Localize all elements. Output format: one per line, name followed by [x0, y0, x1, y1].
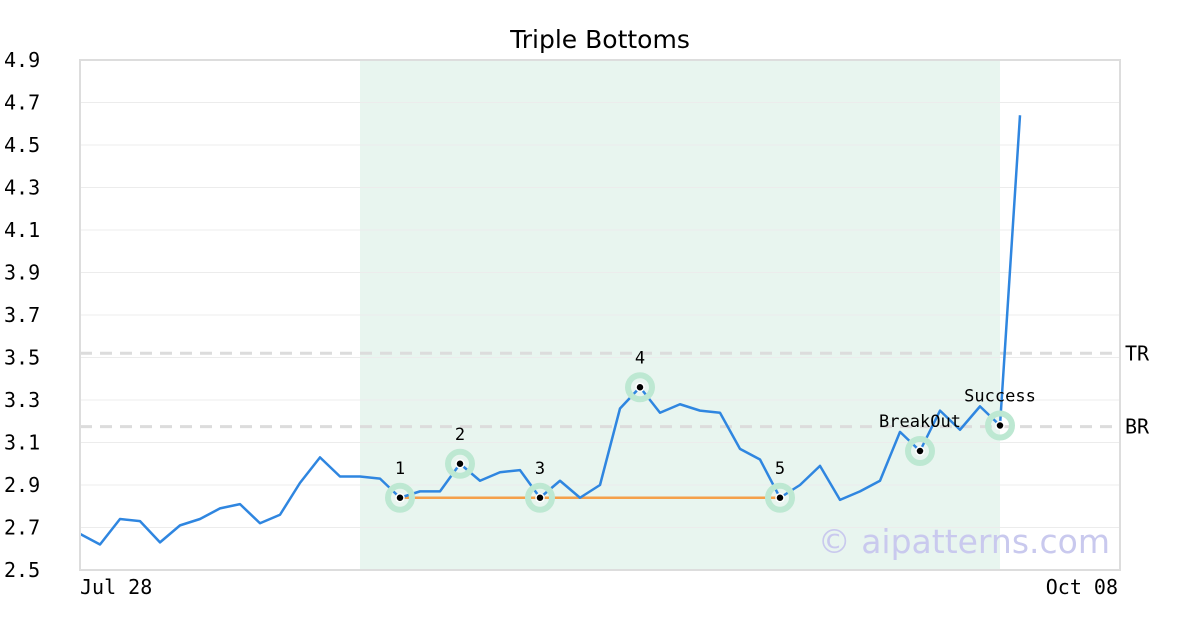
level-lines: TR BR	[80, 341, 1150, 439]
marker-point	[995, 420, 1005, 431]
y-tick-label: 3.3	[4, 388, 40, 412]
marker-label: 3	[535, 459, 545, 479]
y-tick-label: 2.9	[4, 473, 40, 497]
y-tick-label: 4.5	[4, 133, 40, 157]
x-tick-label: Jul 28	[80, 575, 152, 599]
marker-ring	[905, 436, 935, 466]
marker-point	[395, 493, 405, 503]
marker-ring	[525, 482, 555, 513]
y-tick-label: 4.9	[4, 48, 40, 72]
x-axis: Jul 28 Oct 08	[80, 575, 1118, 599]
marker-point	[635, 382, 645, 392]
marker-label: 1	[395, 459, 405, 479]
marker-point	[535, 493, 545, 503]
marker-ring	[445, 448, 475, 479]
y-tick-label: 4.1	[4, 218, 40, 242]
chart-title: Triple Bottoms	[509, 25, 690, 54]
y-tick-label: 4.3	[4, 176, 40, 200]
marker-point	[455, 459, 465, 469]
marker-label: 2	[455, 425, 465, 445]
level-label: BR	[1125, 415, 1150, 439]
y-tick-label: 3.9	[4, 261, 40, 285]
y-axis: 2.5 2.7 2.9 3.1 3.3 3.5 3.7 3.9 4.1 4.3 4.5 4.7 4.9	[4, 48, 40, 582]
marker-ring	[385, 482, 415, 513]
x-tick-label: Oct 08	[1046, 575, 1118, 599]
y-tick-label: 4.7	[4, 91, 40, 115]
marker-label: BreakOut	[879, 412, 961, 432]
plot-frame	[79, 59, 1121, 571]
marker-ring	[765, 482, 795, 513]
watermark: © aipatterns.com	[818, 522, 1110, 561]
marker-label: Success	[964, 387, 1036, 407]
marker-point	[915, 446, 925, 456]
marker-ring	[985, 410, 1015, 441]
y-tick-label: 3.1	[4, 431, 40, 455]
marker-point	[775, 493, 785, 503]
y-tick-label: 3.5	[4, 346, 40, 370]
y-tick-label: 2.5	[4, 558, 40, 582]
marker-label: 4	[635, 348, 645, 368]
y-tick-label: 3.7	[4, 303, 40, 327]
y-tick-label: 2.7	[4, 516, 40, 540]
marker-ring	[625, 372, 655, 403]
marker-label: 5	[775, 459, 785, 479]
level-label: TR	[1125, 341, 1150, 365]
